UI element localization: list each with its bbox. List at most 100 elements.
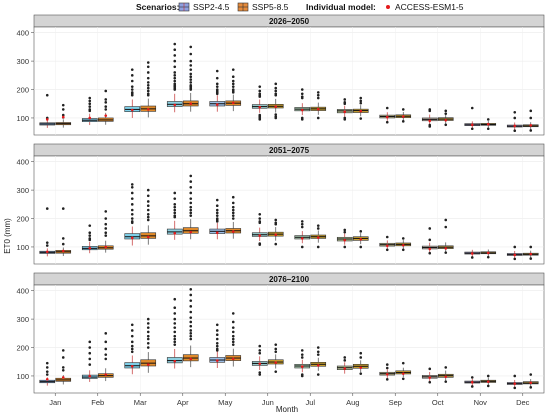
x-tick-label: Jun (262, 398, 274, 407)
outlier-point (173, 191, 177, 195)
outlier-point (173, 74, 177, 77)
model-point (343, 238, 347, 242)
model-point (104, 114, 108, 117)
outlier-point (45, 361, 49, 365)
legend-label-ssp245: SSP2-4.5 (193, 2, 230, 12)
outlier-point (61, 356, 65, 359)
outlier-point (189, 334, 193, 338)
panel-plot-area (33, 284, 545, 394)
outlier-point (274, 86, 278, 90)
outlier-point (359, 117, 363, 120)
y-tick-label: 400 (16, 158, 29, 167)
outlier-point (88, 357, 92, 361)
model-point (529, 252, 533, 256)
outlier-point (146, 61, 150, 64)
outlier-point (173, 208, 177, 212)
outlier-point (513, 245, 517, 249)
model-point (45, 378, 49, 381)
outlier-point (513, 374, 517, 378)
outlier-point (470, 385, 474, 388)
model-point (173, 103, 177, 107)
model-point (104, 245, 108, 249)
model-point (61, 115, 65, 119)
model-point (215, 103, 219, 106)
outlier-point (189, 81, 193, 84)
outlier-point (385, 363, 389, 366)
outlier-point (130, 85, 134, 88)
outlier-point (88, 224, 92, 227)
outlier-point (529, 373, 533, 376)
outlier-point (486, 255, 490, 259)
outlier-point (61, 242, 65, 246)
model-point (428, 376, 432, 379)
outlier-point (513, 386, 517, 390)
model-point (231, 230, 235, 233)
outlier-point (316, 350, 320, 354)
model-point (173, 359, 177, 363)
model-point (61, 376, 65, 379)
outlier-point (130, 191, 134, 195)
outlier-point (343, 118, 347, 121)
outlier-point (258, 344, 262, 348)
outlier-point (359, 372, 363, 375)
model-point (231, 357, 235, 361)
outlier-point (61, 207, 65, 210)
model-point (470, 252, 474, 255)
outlier-point (61, 237, 65, 240)
outlier-point (173, 88, 177, 91)
model-point (274, 361, 278, 364)
outlier-point (130, 334, 134, 338)
outlier-point (385, 248, 389, 252)
model-point (513, 253, 517, 257)
outlier-point (359, 101, 363, 105)
outlier-point (88, 231, 92, 235)
outlier-point (146, 71, 150, 74)
outlier-point (173, 330, 177, 334)
outlier-point (215, 198, 219, 202)
outlier-point (189, 197, 193, 200)
model-point (231, 101, 235, 105)
outlier-point (529, 116, 533, 120)
outlier-point (385, 378, 389, 381)
outlier-point (104, 98, 108, 101)
model-point (45, 250, 49, 254)
model-point (146, 108, 150, 111)
outlier-point (146, 65, 150, 69)
outlier-point (45, 370, 49, 373)
outlier-point (104, 89, 108, 93)
outlier-point (231, 208, 235, 212)
outlier-point (215, 76, 219, 80)
model-point (343, 110, 347, 113)
model-point (343, 367, 347, 370)
outlier-point (130, 197, 134, 200)
outlier-point (189, 214, 193, 217)
outlier-point (258, 373, 262, 376)
legend: Scenarios: SSP2-4.5 SSP5-8.5 Individual … (136, 2, 464, 12)
model-point (274, 233, 278, 237)
outlier-point (189, 68, 193, 71)
outlier-point (130, 185, 134, 189)
outlier-point (444, 251, 448, 254)
y-axis-label: ET0 (mm) (3, 218, 12, 254)
outlier-point (428, 238, 432, 242)
outlier-point (300, 356, 304, 359)
outlier-point (231, 343, 235, 346)
model-point (88, 116, 92, 120)
y-tick-label: 200 (16, 215, 29, 224)
outlier-point (274, 116, 278, 120)
outlier-point (173, 215, 177, 219)
outlier-point (45, 244, 49, 247)
outlier-point (359, 245, 363, 249)
model-point (486, 122, 490, 126)
outlier-point (359, 96, 363, 100)
outlier-point (173, 59, 177, 63)
outlier-point (173, 203, 177, 206)
outlier-point (173, 322, 177, 325)
outlier-point (104, 231, 108, 235)
outlier-point (300, 349, 304, 352)
model-point (258, 105, 262, 109)
legend-model-title: Individual model: (306, 2, 376, 12)
model-point (359, 366, 363, 370)
outlier-point (359, 99, 363, 103)
outlier-point (189, 332, 193, 335)
